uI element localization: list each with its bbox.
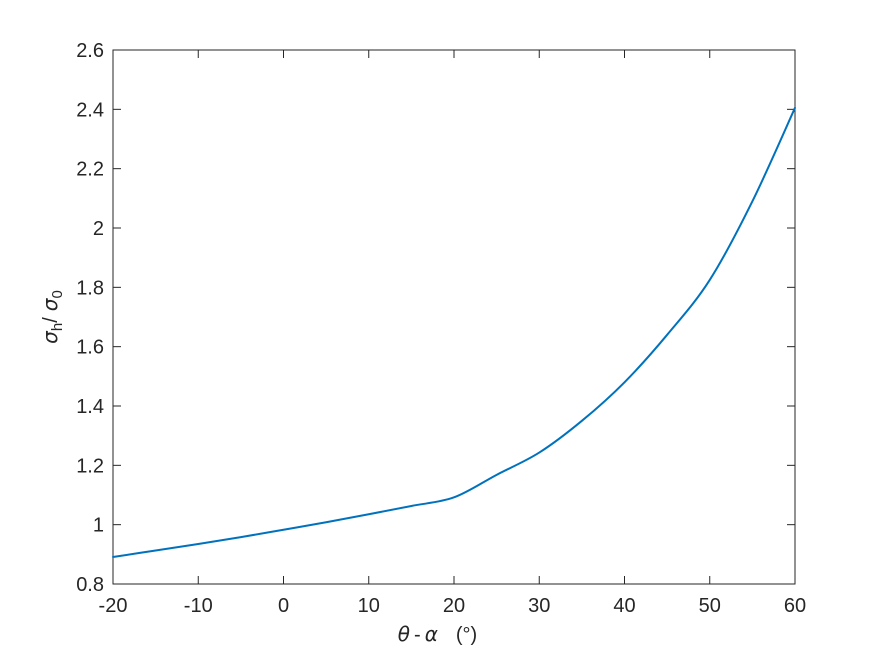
y-tick-label: 2.4 [76, 99, 104, 121]
x-tick-label: 10 [358, 595, 380, 617]
y-tick-label: 0.8 [76, 574, 104, 596]
y-tick-label: 1.4 [76, 396, 104, 418]
sigma-0-subscript: 0 [49, 290, 66, 299]
data-line [112, 106, 796, 558]
x-tick-label: 30 [528, 595, 550, 617]
y-tick-label: 1.2 [76, 455, 104, 477]
x-tick-label: -10 [184, 595, 213, 617]
y-axis-label: σh/σ0 [38, 290, 66, 344]
y-tick-label: 2.2 [76, 159, 104, 181]
degree-unit: (°) [455, 624, 478, 646]
x-tick-label: -20 [99, 595, 128, 617]
sigma-h-subscript: h [49, 322, 66, 332]
x-tick-label: 40 [613, 595, 635, 617]
axis-box [112, 49, 796, 585]
y-tick-label: 2.6 [76, 40, 104, 62]
y-tick-label: 1.6 [76, 337, 104, 359]
x-tick-label: 60 [784, 595, 806, 617]
y-tick-label: 1.8 [76, 277, 104, 299]
x-tick-label: 50 [699, 595, 721, 617]
sigma-h-symbol: σ [38, 331, 62, 344]
sigma-0-symbol: σ [38, 298, 62, 312]
y-tick-label: 1 [93, 515, 104, 537]
y-tick-label: 2 [93, 218, 104, 240]
x-tick-label: 0 [278, 595, 289, 617]
alpha-symbol: α [424, 622, 438, 646]
minus-sign: - [414, 624, 421, 646]
slash-separator: / [40, 317, 62, 323]
x-tick-label: 20 [443, 595, 465, 617]
x-axis-label: θ - α (°) [0, 622, 875, 647]
theta-symbol: θ [397, 622, 411, 646]
